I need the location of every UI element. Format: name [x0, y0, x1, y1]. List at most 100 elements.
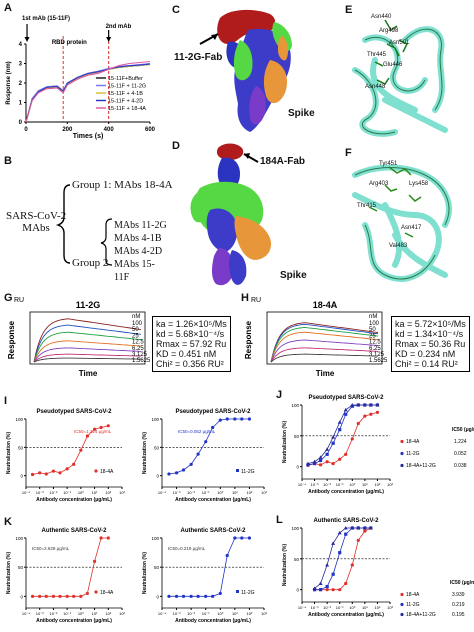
x-tick-label: 10⁻¹ — [336, 482, 345, 487]
legend-swatch — [94, 469, 98, 473]
panel-a-chart: 0 200 400 600 0 1 2 3 4 Times (s) Response (nm) 1st… — [6, 16, 156, 140]
x-tick-label: 10³ — [261, 611, 267, 616]
group2-item: MAbs 4-2D — [114, 246, 163, 257]
plot-frame — [266, 311, 383, 365]
sensorgram-line — [270, 323, 379, 363]
data-point — [247, 417, 252, 421]
legend-swatch — [400, 439, 404, 444]
x-axis-label: Antibody concentration (μg/mL) — [175, 497, 251, 503]
fit-curve — [32, 425, 109, 475]
legend-label: 18-4A — [406, 592, 420, 598]
group2-item: MAbs 4-1B — [114, 233, 162, 244]
fit-curve — [168, 418, 250, 475]
annotation-first-mab: 1st mAb (15-11F) — [22, 16, 70, 22]
panel-c: C 11-2G-Fab Spike — [170, 0, 325, 140]
y-tick-label: 50 — [18, 565, 24, 570]
ic50-label: IC50=0.052 μg/mL — [178, 429, 216, 434]
residue-label: Asn448 — [365, 84, 386, 90]
data-point — [167, 472, 171, 476]
x-tick-label: 10³ — [387, 482, 393, 487]
group2-list: MAbs 11-2G MAbs 4-1B MAbs 4-2D MAbs 15-11F — [114, 219, 170, 284]
legend-swatch — [94, 590, 98, 594]
concentration-label: 12.5 — [132, 340, 144, 346]
x-tick-label: 10⁻⁴ — [22, 490, 31, 495]
residue-label: Glu446 — [383, 62, 403, 68]
fit-curve — [314, 527, 371, 589]
x-tick-label: 10¹ — [92, 490, 98, 495]
legend-label: 15-11F + 18-4A — [108, 106, 146, 112]
group1-label: Group 1: MAbs 18-4A — [72, 179, 173, 191]
x-tick-label: 600 — [145, 127, 156, 133]
legend-label: 18-4A — [100, 469, 114, 475]
sensorgram-line — [33, 331, 142, 363]
concentration-label: 100 — [132, 321, 143, 327]
panel-g: G RU Response Time 11-2G nM 100 50 25 12.5 6.25 3.… — [0, 292, 237, 382]
panel-i-chart: 0 50 100 10⁻⁴ 10⁻³ 10⁻² 10⁻¹ 10⁰ 10¹ 10² 10³ Antibo… — [6, 409, 268, 503]
legend-label: 15-11F+Buffer — [108, 76, 143, 82]
chart-title: Pseudotyped SARS-CoV-2 — [36, 409, 112, 415]
panel-h-chart: RU Response Time 18-4A nM100502512.56.253.12… — [244, 297, 388, 378]
x-tick-label: 10⁻³ — [311, 605, 320, 610]
ribbon-structure-e — [352, 19, 448, 137]
y-tick-label: 100 — [291, 403, 299, 408]
ic50-header: IC50 (μg/mL) — [450, 580, 474, 586]
x-tick-label: 10¹ — [92, 611, 98, 616]
root-label: SARS-CoV-2 MAbs — [6, 210, 67, 234]
y-axis-label: Response — [244, 320, 253, 359]
x-tick-label: 10⁰ — [217, 490, 223, 495]
y-tick-label: 1 — [19, 101, 23, 107]
x-tick-label: 10⁻² — [187, 490, 196, 495]
y-tick-label: 100 — [15, 417, 23, 422]
panel-f: F Tyr451 Arg403 Lys458 Thr415 Asn417 Val483 — [325, 145, 474, 295]
sensorgram-line — [270, 353, 379, 363]
x-tick-label: 10⁰ — [78, 611, 84, 616]
kinetics-value: Rmax = 50.36 Ru — [395, 339, 466, 349]
y-unit-label: RU — [251, 297, 261, 304]
residue-label: Thr415 — [357, 203, 377, 209]
x-tick-label: 10² — [247, 490, 253, 495]
panel-letter: H — [241, 292, 249, 304]
panel-a: A 0 200 400 600 0 1 2 3 4 Times (s) Response (nm) 1… — [0, 0, 160, 150]
concentration-label: 6.25 — [369, 346, 381, 352]
x-tick-label: 10⁻² — [323, 605, 332, 610]
ic50-label: IC50=0.219 μg/mL — [168, 546, 206, 551]
kinetics-value: ka = 5.72×10⁵/Ms — [395, 319, 466, 329]
panel-e: E Asn440 Arg498 Asn501 Thr445 Glu446 Asn448 — [325, 0, 474, 145]
panel-letter: G — [4, 292, 13, 304]
y-tick-label: 0 — [296, 465, 299, 470]
sensorgram-line — [33, 324, 142, 363]
y-tick-label: 4 — [19, 42, 23, 48]
ic50-value: 0.038 — [454, 463, 467, 469]
series-line — [25, 60, 151, 123]
ic50-label: IC50=2.629 μg/mL — [32, 546, 70, 551]
sensorgram-line — [270, 326, 379, 363]
chart-title: Authentic SARS-CoV-2 — [41, 528, 107, 534]
panel-letter: B — [4, 155, 12, 167]
ic50-value: 0.219 — [452, 602, 465, 608]
x-axis-label: Time — [316, 369, 335, 378]
panel-k: K 0 50 100 10⁻⁴ 10⁻³ 10⁻² 10⁻¹ 10⁰ 10¹ 10² 10³ Anti… — [0, 510, 270, 632]
panel-letter: F — [345, 147, 352, 159]
sensorgram-line — [33, 353, 142, 363]
bracket-group2 — [100, 218, 113, 266]
x-axis-label: Times (s) — [73, 133, 104, 140]
y-tick-label: 50 — [294, 557, 300, 562]
legend-swatch — [400, 602, 404, 607]
group2-item: MAbs 11-2G — [114, 220, 167, 231]
legend-label: 11-2G — [406, 451, 420, 457]
x-tick-label: 10³ — [261, 490, 267, 495]
y-tick-label: 3 — [19, 62, 23, 68]
x-tick-label: 10⁰ — [78, 490, 84, 495]
concentration-label: 3.125 — [132, 352, 148, 358]
panel-h: H RU Response Time 18-4A nM 100 50 25 12.5 6.25 3.… — [237, 292, 474, 382]
series-line — [25, 63, 151, 123]
ic50-header: IC50 (μg/mL) — [452, 427, 474, 433]
legend-swatch — [400, 612, 404, 617]
data-point — [375, 410, 380, 414]
x-tick-label: 10⁻¹ — [63, 490, 72, 495]
x-tick-label: 10¹ — [362, 605, 368, 610]
x-tick-label: 10² — [375, 482, 381, 487]
chart-title: Authentic SARS-CoV-2 — [180, 528, 246, 534]
concentration-label: 1.5625 — [369, 358, 388, 364]
legend-swatch — [236, 590, 239, 593]
